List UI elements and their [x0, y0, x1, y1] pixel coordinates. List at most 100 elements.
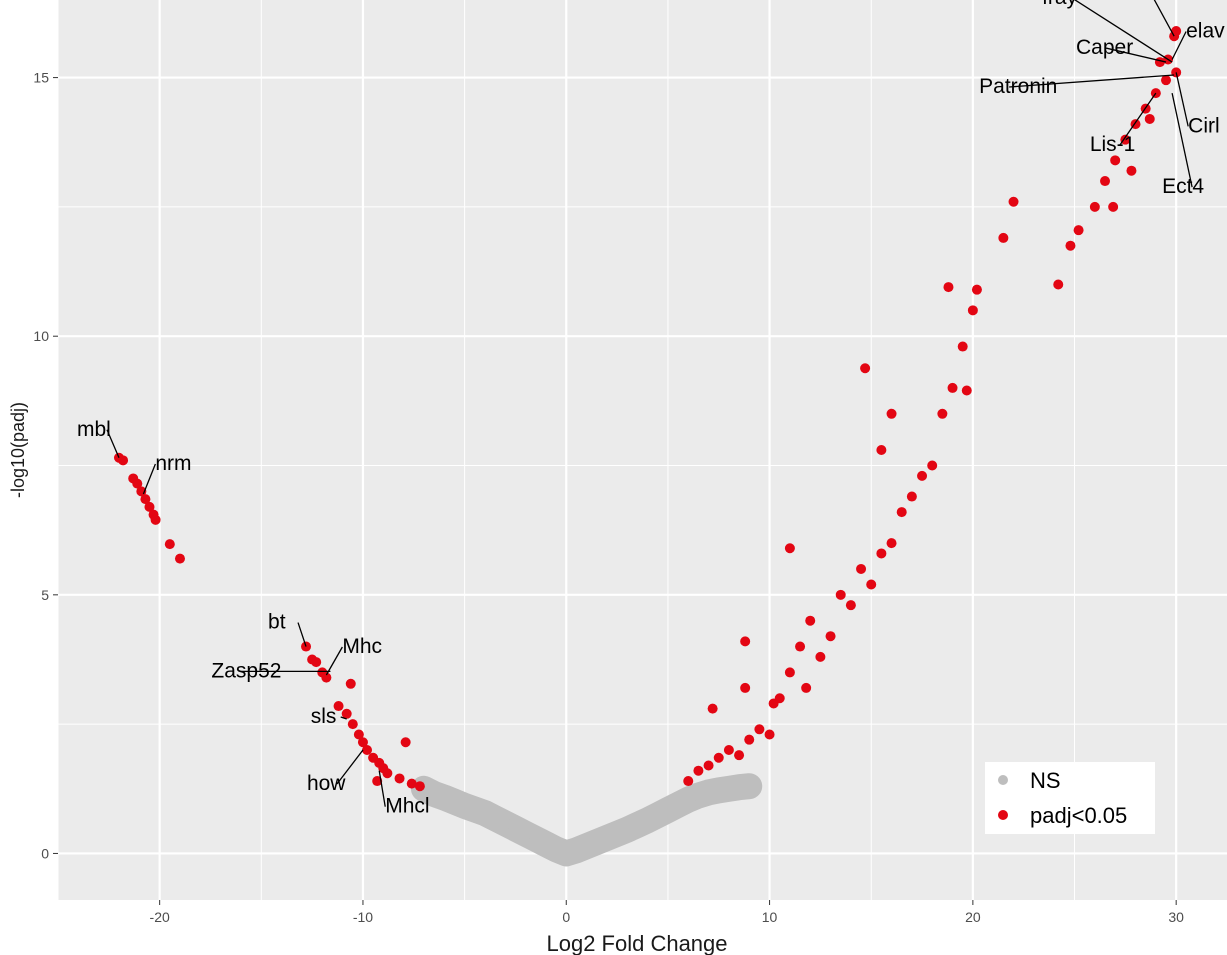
sig-point [703, 760, 714, 771]
y-tick-label: 15 [33, 70, 49, 86]
sig-point [333, 701, 344, 712]
sig-point [321, 672, 332, 683]
gene-label: Patronin [979, 75, 1057, 98]
ns-point [600, 831, 613, 844]
leader-line [297, 622, 307, 647]
x-axis-title: Log2 Fold Change [546, 931, 727, 955]
sig-point [805, 615, 816, 626]
sig-point [400, 737, 411, 748]
sig-point [744, 734, 755, 745]
gene-label: sls [311, 705, 337, 728]
sig-point [801, 682, 812, 693]
sig-point [414, 781, 425, 792]
sig-point [341, 708, 352, 719]
sig-point [906, 491, 917, 502]
ns-point [590, 836, 603, 849]
sig-point [372, 776, 383, 787]
sig-point [754, 724, 765, 735]
leader-line [1009, 74, 1175, 88]
gene-label: bt [268, 611, 286, 634]
ns-point [428, 787, 441, 800]
gene-label: Lis-1 [1090, 133, 1136, 156]
sig-point [845, 600, 856, 611]
leader-line [336, 749, 364, 785]
sig-point [825, 631, 836, 642]
ns-point [631, 819, 644, 831]
legend-label-ns: NS [1030, 768, 1061, 793]
sig-point [943, 282, 954, 293]
ns-point [651, 809, 664, 822]
ns-point [743, 780, 756, 793]
ns-point [509, 822, 522, 835]
gene-label: how [307, 772, 346, 795]
sig-point [118, 455, 129, 466]
axis-ticks [53, 77, 1177, 905]
sig-point [740, 636, 751, 647]
x-tick-label: -10 [353, 909, 373, 925]
ns-point [438, 791, 451, 804]
series-ns [410, 773, 763, 867]
sig-point [784, 543, 795, 554]
tick-labels: -20 -10 0 10 20 30 0 5 10 15 [33, 70, 1184, 925]
sig-point [311, 657, 322, 668]
leader-line [1171, 31, 1187, 60]
sig-point [764, 729, 775, 740]
leader-lines [106, 0, 1193, 807]
plot-panel [58, 0, 1227, 900]
gene-label: mbl [77, 418, 111, 441]
gene-label: Mhcl [385, 795, 429, 818]
grid-minor [57, 0, 1227, 900]
leader-line [340, 716, 347, 720]
leader-line [325, 646, 343, 676]
legend-box [985, 762, 1155, 834]
gene-label: Zasp52 [211, 659, 281, 682]
y-axis-title: -log10(padj) [8, 402, 28, 498]
y-tick-label: 0 [41, 845, 49, 861]
sig-point [927, 460, 938, 471]
sig-point [406, 778, 417, 789]
x-tick-label: -20 [150, 909, 170, 925]
sig-point [174, 553, 185, 564]
sig-point [164, 539, 175, 550]
ns-point [672, 798, 685, 811]
sig-point [1110, 155, 1121, 166]
ns-point [733, 781, 746, 794]
sig-point [1161, 75, 1172, 86]
sig-point [707, 703, 718, 714]
ns-point [641, 814, 654, 827]
legend-swatch-ns [998, 775, 1008, 785]
sig-point [353, 729, 364, 740]
ns-point [448, 795, 461, 808]
sig-point [795, 641, 806, 652]
x-tick-label: 0 [562, 909, 570, 925]
sig-point [362, 745, 373, 755]
sig-point [713, 752, 724, 763]
sig-point [947, 382, 958, 393]
sig-point [835, 589, 846, 600]
sig-point [150, 514, 161, 525]
sig-point [1120, 134, 1131, 145]
ns-point [722, 782, 735, 795]
sig-point [1108, 201, 1119, 212]
ns-point [692, 789, 705, 802]
ns-point [478, 807, 491, 820]
leader-line [1171, 92, 1193, 188]
sig-point [876, 548, 887, 559]
ns-point [499, 817, 512, 830]
gene-label: fray [1042, 0, 1078, 9]
gene-label: Mhc [342, 635, 382, 658]
ns-point [489, 812, 502, 825]
x-tick-label: 10 [762, 909, 778, 925]
sig-point [886, 408, 897, 419]
gene-label: nrm [155, 452, 191, 475]
sig-point [345, 678, 356, 689]
sig-point [896, 507, 907, 518]
ns-point [570, 844, 583, 857]
leader-line [106, 429, 120, 459]
gene-labels: mbl nrm bt Mhc Zasp52 sls how Mhcl fray Lar elav Ca… [77, 0, 1225, 818]
sig-point [1073, 225, 1084, 236]
leader-line [1175, 72, 1189, 127]
ns-point [539, 838, 552, 851]
sig-point [140, 494, 151, 505]
